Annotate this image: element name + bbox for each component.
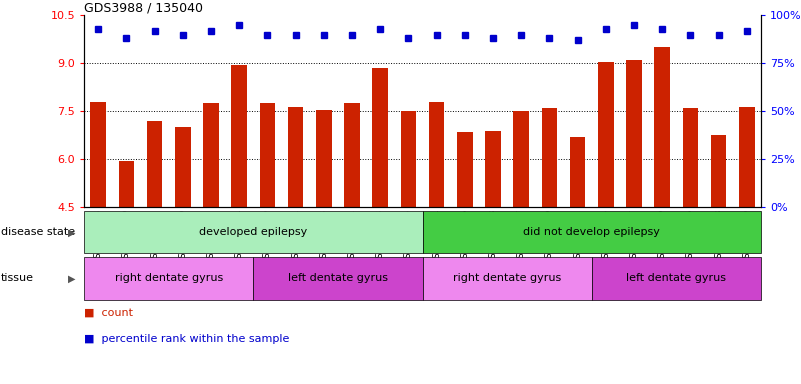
Text: ▶: ▶: [68, 227, 76, 237]
Bar: [288, 107, 304, 207]
Bar: [570, 137, 586, 207]
Text: ■  count: ■ count: [84, 307, 133, 317]
Text: right dentate gyrus: right dentate gyrus: [453, 273, 562, 283]
Bar: [485, 131, 501, 207]
Bar: [626, 60, 642, 207]
Bar: [147, 121, 163, 207]
Bar: [429, 102, 445, 207]
Bar: [260, 103, 276, 207]
Bar: [541, 108, 557, 207]
Bar: [400, 111, 417, 207]
Text: ▶: ▶: [68, 273, 76, 283]
Bar: [344, 103, 360, 207]
Bar: [457, 132, 473, 207]
Text: right dentate gyrus: right dentate gyrus: [115, 273, 223, 283]
Bar: [372, 68, 388, 207]
Bar: [654, 47, 670, 207]
Bar: [203, 103, 219, 207]
Bar: [739, 107, 755, 207]
Text: developed epilepsy: developed epilepsy: [199, 227, 308, 237]
Text: tissue: tissue: [1, 273, 34, 283]
Text: left dentate gyrus: left dentate gyrus: [288, 273, 388, 283]
Text: did not develop epilepsy: did not develop epilepsy: [523, 227, 660, 237]
Bar: [231, 65, 247, 207]
Bar: [91, 102, 106, 207]
Bar: [711, 136, 727, 207]
Text: left dentate gyrus: left dentate gyrus: [626, 273, 727, 283]
Text: disease state: disease state: [1, 227, 75, 237]
Bar: [175, 127, 191, 207]
Text: ■  percentile rank within the sample: ■ percentile rank within the sample: [84, 334, 289, 344]
Bar: [682, 108, 698, 207]
Bar: [513, 111, 529, 207]
Bar: [598, 62, 614, 207]
Bar: [316, 110, 332, 207]
Bar: [119, 161, 134, 207]
Text: GDS3988 / 135040: GDS3988 / 135040: [84, 1, 203, 14]
